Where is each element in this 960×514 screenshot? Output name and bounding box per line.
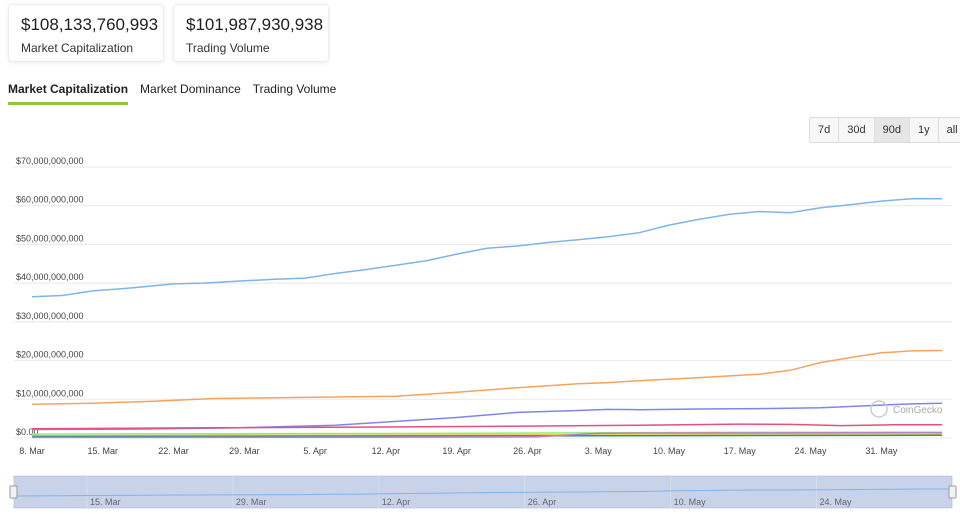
market-cap-value: $108,133,760,993 [21,15,159,34]
series-line-2 [31,349,943,406]
navigator-series-line [13,488,952,497]
y-tick-label: $60,000,000,000 [16,195,84,205]
x-tick-label: 19. Apr [442,446,471,456]
navigator-left-handle[interactable] [9,485,18,499]
y-tick-label: $70,000,000,000 [16,156,84,166]
navigator-tick-label: 12. Apr [382,497,411,507]
market-cap-label: Market Capitalization [21,41,134,55]
y-tick-label: $10,000,000,000 [16,388,84,398]
range-all-button[interactable]: all [938,118,960,142]
tab-trading-volume[interactable]: Trading Volume [252,82,337,96]
x-tick-label: 10. May [653,446,686,456]
series-line-1 [31,197,942,298]
x-tick-label: 31. May [865,446,898,456]
y-tick-label: $50,000,000,000 [16,233,84,243]
y-tick-label: $40,000,000,000 [16,272,84,282]
x-tick-label: 29. Mar [229,446,260,456]
series-line-6 [31,433,942,437]
x-tick-label: 5. Apr [303,446,327,456]
navigator[interactable]: 15. Mar 29. Mar 12. Apr 26. Apr 10. May 24. M… [9,475,957,509]
chart-grid [14,166,952,439]
watermark-text: CoinGecko [893,405,943,416]
x-tick-label: 17. May [724,446,757,456]
y-tick-label: $20,000,000,000 [16,350,84,360]
trading-volume-value: $101,987,930,938 [186,15,324,34]
range-7d-button[interactable]: 7d [810,118,840,142]
navigator-right-handle[interactable] [948,485,957,499]
x-tick-label: 22. Mar [158,446,189,456]
y-axis-labels: $0.00 $10,000,000,000 $20,000,000,000 $30,0… [16,156,84,437]
series-line-4 [31,423,942,430]
trading-volume-card: $101,987,930,938 Trading Volume [173,4,329,62]
y-tick-label: $30,000,000,000 [16,311,84,321]
coingecko-watermark: CoinGecko [870,400,943,418]
y-tick-label: $0.00 [16,427,39,437]
x-tick-label: 12. Apr [372,446,401,456]
tab-market-capitalization[interactable]: Market Capitalization [8,82,129,105]
x-tick-label: 8. Mar [19,446,45,456]
navigator-tick-label: 29. Mar [236,497,267,507]
coingecko-logo-icon [870,400,888,418]
range-30d-button[interactable]: 30d [839,118,875,142]
trading-volume-label: Trading Volume [186,41,270,55]
navigator-tick-label: 24. May [820,497,853,507]
navigator-labels: 15. Mar 29. Mar 12. Apr 26. Apr 10. May 24. M… [86,476,853,508]
navigator-tick-label: 10. May [674,497,707,507]
market-cap-card: $108,133,760,993 Market Capitalization [8,4,164,62]
navigator-background [13,475,953,509]
range-1y-button[interactable]: 1y [909,118,939,142]
navigator-tick-label: 15. Mar [90,497,121,507]
x-tick-label: 26. Apr [513,446,542,456]
x-tick-label: 24. May [795,446,828,456]
navigator-tick-label: 26. Apr [528,497,557,507]
series-line-3 [31,402,943,431]
tab-market-dominance[interactable]: Market Dominance [140,82,241,96]
range-90d-button[interactable]: 90d [874,118,910,142]
chart-series [31,197,943,439]
navigator-selected-range[interactable] [14,476,952,508]
series-line-7 [31,434,943,438]
series-line-8 [31,431,943,439]
time-range-selector: 7d 30d 90d 1y all [809,117,960,143]
x-tick-label: 3. May [585,446,613,456]
x-axis-labels: 8. Mar 15. Mar 22. Mar 29. Mar 5. Apr 12. Apr… [19,446,898,456]
x-tick-label: 15. Mar [88,446,119,456]
chart-tabs: Market Capitalization Market Dominance T… [8,82,348,106]
